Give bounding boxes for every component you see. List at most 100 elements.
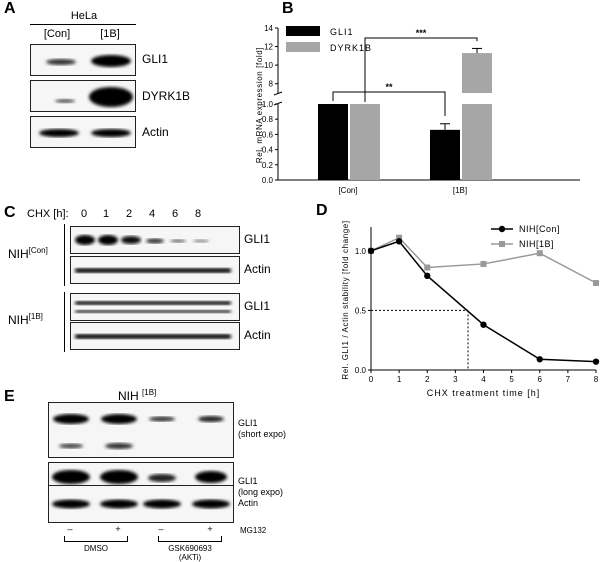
b-bar-upper-1-1 — [462, 53, 492, 93]
group-label-nih-1b: NIH[1B] — [8, 312, 43, 327]
row-label-c-con-actin: Actin — [244, 262, 271, 276]
group-label-akti-line1: GSK690693 — [168, 544, 212, 553]
group-bracket-akti — [158, 536, 222, 542]
b-bar-lower-1-1 — [462, 104, 492, 180]
d-xtick-label-7: 7 — [566, 375, 571, 384]
chx-time-6: 6 — [171, 208, 179, 220]
panel-label-b: B — [282, 0, 294, 17]
group-label-akti-line2: (AKTi) — [178, 553, 202, 562]
mg132-label: MG132 — [240, 526, 267, 535]
b-bar-0-1 — [430, 129, 460, 180]
d-ytick-label-2: 1.0 — [355, 247, 367, 256]
group-bracket-1b — [64, 292, 65, 352]
row-label-c-con-gli1: GLI1 — [244, 232, 271, 246]
d-legend-marker-1 — [499, 241, 505, 247]
row-label-e-gli1-long-sub: (long expo) — [238, 487, 284, 497]
blot-c-1b-gli1-bands — [75, 301, 231, 313]
panel-label-a: A — [4, 0, 16, 17]
panel-e-title-sup: [1B] — [142, 388, 157, 397]
blot-a-actin — [30, 116, 136, 148]
d-xtick-label-1: 1 — [397, 375, 402, 384]
b-legend-label-0: GLI1 — [330, 27, 354, 37]
d-xtick-label-0: 0 — [369, 375, 374, 384]
d-point-0-0 — [367, 247, 375, 255]
row-label-e-gli1-long: GLI1 (long expo) — [238, 476, 283, 498]
row-label-c-1b-actin: Actin — [244, 328, 271, 342]
panel-e-title-base: NIH — [118, 389, 139, 403]
panel-label-c: C — [4, 204, 16, 221]
chx-time-4: 4 — [148, 208, 156, 220]
d-xlabel: CHX treatment time [h] — [427, 388, 541, 398]
mg132-sign-2: + — [115, 524, 121, 534]
d-xtick-label-8: 8 — [594, 375, 599, 384]
cell-line-label: HeLa — [70, 10, 98, 22]
d-legend-label-1: NIH[1B] — [519, 239, 554, 249]
blot-a-dyrk1b — [30, 80, 136, 112]
b-bar-1-0 — [350, 104, 380, 180]
group-label-nih-con-base: NIH — [8, 247, 29, 261]
blot-c-con-gli1 — [70, 226, 240, 254]
d-legend-label-0: NIH[Con] — [519, 224, 560, 234]
d-xtick-label-4: 4 — [481, 375, 486, 384]
d-point-0-2 — [424, 272, 431, 280]
d-legend-marker-0 — [498, 225, 506, 233]
blot-a-actin-bands — [39, 129, 131, 137]
chx-time-0: 0 — [80, 208, 88, 220]
b-bar-0-0 — [318, 104, 348, 180]
mg132-sign-1: – — [67, 524, 73, 534]
row-label-e-gli1-short-name: GLI1 — [238, 418, 258, 428]
blot-c-con-actin — [70, 256, 240, 284]
d-point-1-3 — [480, 260, 487, 267]
d-ytick-label-0: 0.0 — [355, 366, 367, 375]
blot-e-gli1-short-bands — [53, 414, 224, 449]
group-label-akti: GSK690693 (AKTi) — [146, 544, 234, 562]
b-legend-label-1: DYRK1B — [330, 43, 372, 53]
panel-label-d: D — [316, 202, 328, 219]
blot-c-1b-actin — [70, 322, 240, 350]
b-sig-bracket-gli1 — [332, 91, 446, 116]
b-ytick-label-lower-4: 0.8 — [262, 115, 274, 124]
d-point-0-3 — [480, 321, 487, 328]
blot-a-gli1-bands — [46, 55, 131, 67]
group-bracket-con — [64, 224, 65, 286]
b-ytick-label-lower-1: 0.2 — [262, 161, 274, 170]
b-ytick-label-lower-2: 0.4 — [262, 146, 274, 155]
d-point-1-2 — [424, 264, 431, 271]
blot-e-actin-bands — [52, 499, 230, 509]
lane-label-con: [Con] — [43, 28, 71, 40]
b-ytick-label-lower-3: 0.6 — [262, 130, 274, 139]
blot-c-1b-gli1 — [70, 293, 240, 321]
b-sig-label-gli1: ** — [385, 82, 393, 92]
d-xtick-label-6: 6 — [538, 375, 543, 384]
d-ytick-label-1: 0.5 — [355, 306, 367, 315]
d-point-0-1 — [395, 238, 403, 245]
chx-time-1: 1 — [102, 208, 110, 220]
b-category-label-1: [1B] — [453, 186, 467, 195]
d-point-1-5 — [593, 280, 599, 287]
b-ytick-label-lower-5: 1.0 — [262, 100, 274, 109]
group-label-nih-1b-sup: [1B] — [28, 312, 43, 321]
d-point-1-1 — [396, 234, 403, 241]
b-legend-swatch-0 — [286, 26, 320, 36]
b-ytick-label-upper-3: 14 — [264, 24, 273, 33]
mg132-sign-4: + — [207, 524, 213, 534]
d-point-0-5 — [592, 358, 600, 365]
chx-time-2: 2 — [125, 208, 133, 220]
group-bracket-dmso — [64, 536, 128, 542]
row-label-c-1b-gli1: GLI1 — [244, 299, 271, 313]
group-label-nih-con: NIH[Con] — [8, 246, 48, 261]
blot-e-actin — [48, 485, 234, 523]
blot-c-con-actin-bands — [75, 268, 231, 273]
row-label-a-actin: Actin — [142, 125, 169, 139]
b-axis-break-1 — [273, 91, 283, 96]
group-label-dmso: DMSO — [84, 544, 108, 553]
b-category-label-0: [Con] — [338, 186, 357, 195]
b-ylabel: Rel. mRNA expression [fold] — [255, 47, 264, 163]
d-ylabel: Rel. GLI1 / Actin stability [fold change… — [341, 220, 350, 379]
row-label-e-gli1-long-name: GLI1 — [238, 476, 258, 486]
blot-c-con-gli1-bands — [75, 235, 209, 245]
b-sig-label-dyrk1b: *** — [416, 28, 427, 38]
row-label-a-gli1: GLI1 — [142, 52, 169, 66]
chx-time-label: CHX [h]: — [27, 208, 69, 220]
